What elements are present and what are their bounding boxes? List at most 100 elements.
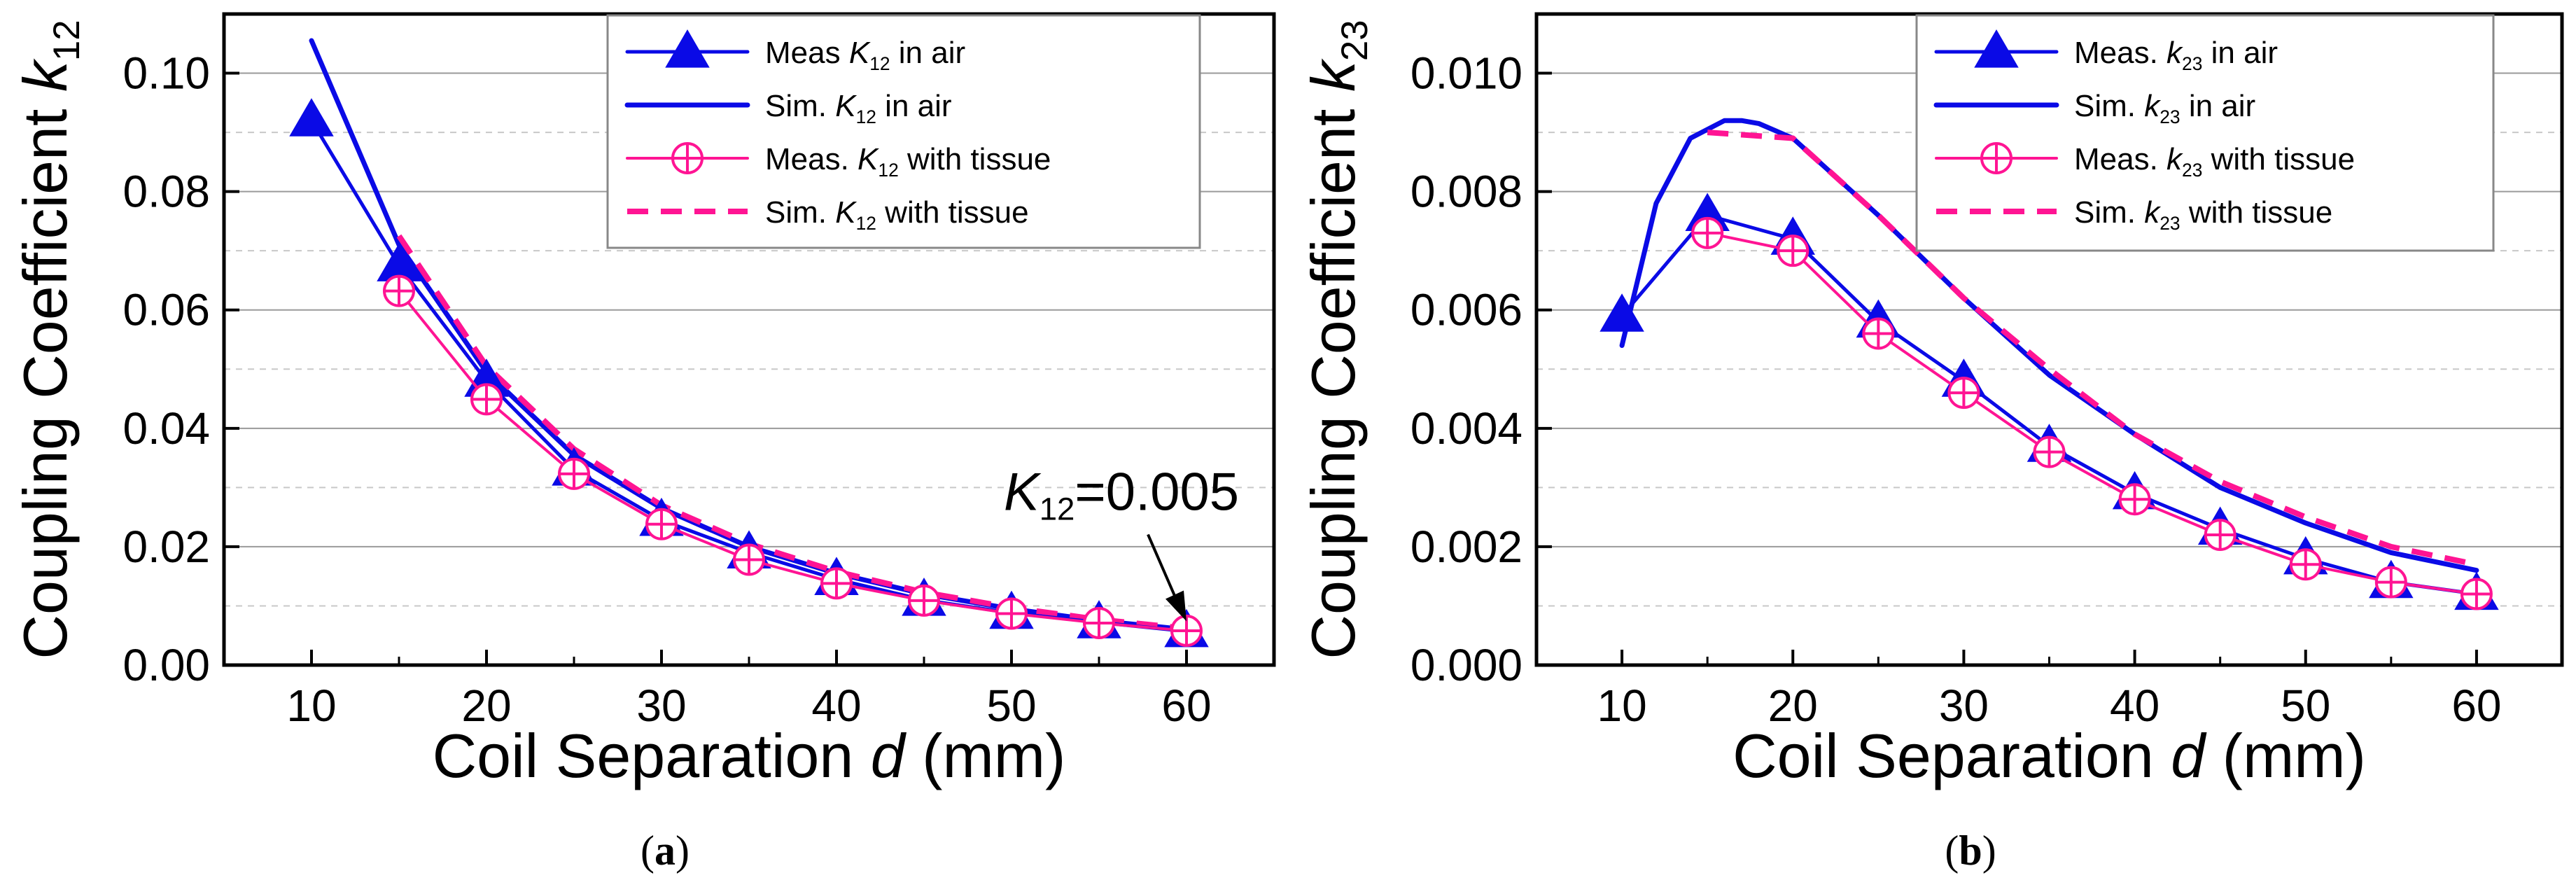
y-axis-title-pre: Coupling Coefficient [1298, 92, 1368, 659]
y-axis-title: Coupling Coefficient k23 [1298, 20, 1376, 659]
y-axis-title: Coupling Coefficient k12 [10, 20, 88, 659]
legend-label-sub: 23 [2160, 106, 2180, 127]
data-point-meas-circle [2460, 578, 2493, 610]
legend-label-post: with tissue [899, 142, 1051, 176]
legend-label-post: with tissue [876, 195, 1029, 230]
data-point-meas-circle [645, 508, 678, 540]
y-tick-label: 0.04 [122, 403, 210, 454]
y-tick-label: 0.010 [1410, 48, 1522, 99]
legend-label-var: K [835, 195, 857, 230]
chart-b: 0.000 0.002 0.004 0.006 0.008 0.010 10 20 30 40 50… [1298, 12, 2564, 874]
data-point-meas-circle [908, 584, 940, 617]
data-point-meas-circle [1170, 614, 1203, 647]
data-point-meas-circle [2033, 435, 2066, 468]
y-tick-label: 0.08 [122, 167, 210, 217]
legend-label-sub: 23 [2182, 160, 2202, 181]
annotation-var: K [1004, 463, 1042, 522]
legend-label-var: k [2144, 195, 2161, 230]
plot-frame [1534, 12, 2564, 667]
legend-label-post: in air [2180, 89, 2256, 123]
data-point-meas-circle [1777, 235, 1809, 267]
y-axis-title-var: k [1298, 58, 1368, 92]
legend-label-var: K [835, 89, 857, 123]
series-line-sim-dashed [396, 234, 1187, 631]
y-tick-label: 0.06 [122, 285, 210, 335]
y-tick-label: 0.000 [1410, 640, 1522, 690]
legend-entry-label: Meas K12 in air [765, 36, 965, 74]
data-point-meas-circle [2204, 519, 2236, 551]
legend-label-post: with tissue [2180, 195, 2333, 230]
data-point-meas-triangle [289, 98, 334, 137]
caption-letter: a [654, 827, 676, 874]
annotation-sub: 12 [1040, 491, 1075, 527]
x-tick-label: 60 [2451, 680, 2501, 731]
y-tick-label: 0.10 [122, 48, 210, 99]
legend-marker-meas-circle [1980, 142, 2012, 174]
legend-label-pre: Sim. [765, 89, 835, 123]
x-axis-title-pre: Coil Separation [1732, 721, 2171, 790]
caption-letter: b [1959, 827, 1982, 874]
y-axis-title-var: k [10, 58, 80, 92]
legend-label-pre: Meas. [2074, 36, 2166, 70]
data-point-meas-circle [1947, 377, 1980, 410]
x-axis-title-var: d [871, 721, 907, 790]
x-tick-label: 10 [1597, 680, 1646, 731]
caption-close: ) [1982, 827, 1996, 874]
data-point-meas-triangle [1600, 293, 1644, 332]
data-point-meas-circle [2374, 566, 2407, 599]
x-tick-label: 20 [1768, 680, 1818, 731]
legend-label-sub: 12 [856, 213, 876, 234]
data-point-meas-circle [2118, 483, 2151, 516]
y-tick-label: 0.008 [1410, 167, 1522, 217]
y-axis-title-sub: 23 [1334, 20, 1376, 61]
y-tick-label: 0.006 [1410, 285, 1522, 335]
x-tick-label: 50 [986, 680, 1036, 731]
legend-entry-label: Sim. k23 in air [2074, 89, 2255, 127]
legend-marker-meas-circle [671, 142, 704, 174]
legend-label-sub: 12 [856, 106, 876, 127]
legend-label-post: in air [890, 36, 966, 70]
data-point-meas-circle [733, 543, 765, 576]
x-axis-title-post: (mm) [2205, 721, 2366, 790]
legend-entry-label: Meas. K12 with tissue [765, 142, 1051, 181]
x-tick-label: 20 [461, 680, 511, 731]
y-axis-title-pre: Coupling Coefficient [10, 92, 80, 659]
legend-marker-meas-triangle [1974, 29, 2019, 68]
x-tick-label: 50 [2281, 680, 2330, 731]
legend-label-sub: 12 [869, 53, 890, 74]
legend-label-pre: Sim. [765, 195, 835, 230]
x-axis-title-post: (mm) [905, 721, 1066, 790]
x-axis-title-var: d [2171, 721, 2207, 790]
legend-label-var: k [2166, 36, 2183, 70]
data-point-meas-circle [2289, 548, 2322, 581]
legend-label-post: in air [876, 89, 952, 123]
x-tick-label: 60 [1161, 680, 1211, 731]
x-axis-title: Coil Separation d (mm) [1732, 721, 2366, 790]
chart-a: 0.00 0.02 0.04 0.06 0.08 0.10 10 20 30 40 50 60 Meas… [10, 12, 1276, 874]
data-point-meas-circle [383, 274, 415, 307]
legend-label-sub: 23 [2182, 53, 2202, 74]
panel-caption: (a) [640, 827, 690, 874]
y-tick-label: 0.002 [1410, 522, 1522, 572]
legend-label-pre: Sim. [2074, 89, 2144, 123]
legend-label-post: with tissue [2202, 142, 2355, 176]
legend-label-post: in air [2202, 36, 2278, 70]
legend-label-sub: 23 [2160, 213, 2180, 234]
x-tick-label: 30 [1939, 680, 1989, 731]
series-line-sim-dashed [1707, 130, 2477, 568]
legend-label-pre: Meas. [2074, 142, 2166, 176]
legend-entry-label: Meas. k23 in air [2074, 36, 2278, 74]
data-point-meas-circle [1862, 317, 1895, 350]
x-axis-title: Coil Separation d (mm) [433, 721, 1066, 790]
x-tick-label: 10 [286, 680, 336, 731]
legend-entry-label: Sim. k23 with tissue [2074, 195, 2332, 234]
plot-frame [222, 12, 1276, 667]
x-tick-label: 30 [636, 680, 686, 731]
x-tick-label: 40 [2110, 680, 2160, 731]
annotation-label: K12=0.005 [1004, 463, 1239, 527]
legend-label-sub: 12 [878, 160, 898, 181]
panel-caption: (b) [1945, 827, 1996, 874]
legend-label-pre: Sim. [2074, 195, 2144, 230]
